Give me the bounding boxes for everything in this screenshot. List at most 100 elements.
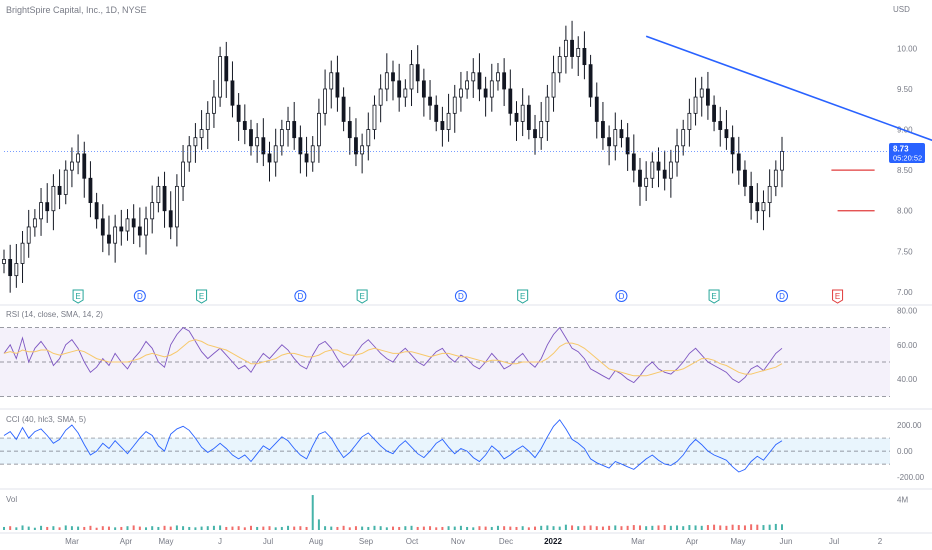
candle <box>403 88 408 98</box>
trendline <box>645 35 932 142</box>
candle <box>230 80 235 106</box>
volume-bar <box>688 525 691 530</box>
volume-bar <box>120 526 123 530</box>
volume-bar <box>509 526 512 530</box>
candle <box>174 185 179 228</box>
volume-bar <box>299 526 302 530</box>
candle <box>199 129 204 139</box>
event-marker-label: E <box>835 292 840 301</box>
volume-bar <box>589 525 592 530</box>
candle <box>675 145 679 163</box>
candle <box>304 153 309 163</box>
candle <box>193 137 198 147</box>
candle <box>323 88 327 114</box>
candle <box>520 104 525 122</box>
candle <box>162 185 167 212</box>
volume-bar <box>416 526 419 530</box>
volume-bar <box>478 526 481 530</box>
volume-bar <box>632 525 635 530</box>
x-tick-label: Jun <box>780 537 793 546</box>
candle <box>631 153 636 171</box>
volume-bar <box>571 525 574 530</box>
volume-bar <box>435 527 438 530</box>
volume-bar <box>200 526 203 530</box>
candle <box>255 137 260 147</box>
volume-bar <box>311 495 314 530</box>
volume-bar <box>212 525 215 530</box>
volume-bar <box>107 526 110 530</box>
volume-bar <box>3 526 5 530</box>
candle <box>119 226 124 232</box>
event-marker-label: D <box>297 292 303 301</box>
volume-bar <box>521 526 524 530</box>
candle <box>131 218 136 228</box>
volume-bar <box>157 526 160 530</box>
volume-bar <box>540 525 543 530</box>
volume-bar <box>459 525 462 530</box>
volume-bar <box>287 525 290 530</box>
candle <box>459 88 463 98</box>
volume-bar <box>293 526 296 530</box>
volume-bar <box>496 525 499 530</box>
x-tick-label: Mar <box>631 537 645 546</box>
candle <box>286 121 290 130</box>
candle <box>26 226 31 244</box>
volume-bar <box>52 526 55 530</box>
candle <box>773 169 778 187</box>
candle <box>329 72 334 90</box>
volume-bar <box>392 526 394 530</box>
candle <box>249 129 253 147</box>
volume-bar <box>651 525 654 530</box>
candle <box>545 96 550 122</box>
candle <box>20 242 25 264</box>
volume-bar <box>83 526 86 530</box>
cci-panel[interactable]: 200.00 0.00 -200.00 CCI (40, hlc3, SMA, 5) <box>0 408 932 482</box>
volume-bar <box>410 525 413 530</box>
last-price-label: 8.73 <box>893 145 909 154</box>
volume-bar <box>657 525 660 530</box>
candle <box>557 56 562 74</box>
candle <box>168 210 173 228</box>
volume-bar <box>608 525 611 530</box>
volume-bar <box>466 526 469 530</box>
candle <box>212 96 216 114</box>
volume-bar <box>719 525 722 530</box>
x-tick-label: Dec <box>499 537 513 546</box>
volume-bar <box>188 526 191 530</box>
volume-bar <box>762 525 765 530</box>
volume-bar <box>558 526 561 530</box>
candle <box>477 72 482 90</box>
volume-bar <box>676 525 679 530</box>
event-marker-label: E <box>520 292 525 301</box>
candle <box>644 177 649 187</box>
volume-panel[interactable]: Vol 4M <box>0 488 932 530</box>
candle <box>489 80 494 98</box>
volume-bar <box>429 526 432 530</box>
x-tick-label: Mar <box>65 537 79 546</box>
volume-bar <box>145 527 148 530</box>
candle <box>514 112 519 122</box>
volume-bar <box>126 526 129 530</box>
candle <box>372 104 377 130</box>
event-marker-label: D <box>619 292 625 301</box>
candle <box>483 88 488 98</box>
volume-bar <box>490 526 493 530</box>
x-tick-label: May <box>158 537 173 546</box>
volume-bar <box>453 526 456 530</box>
volume-bar <box>317 519 320 530</box>
event-marker-label: E <box>199 292 204 301</box>
rsi-panel[interactable]: 80.00 60.00 40.00 RSI (14, close, SMA, 14, … <box>0 304 932 397</box>
candle <box>292 121 297 139</box>
candle <box>76 153 80 163</box>
rsi-tick-label: 60.00 <box>897 341 918 350</box>
price-tick-label: 8.50 <box>897 166 913 175</box>
volume-bar <box>342 525 345 530</box>
candle <box>181 161 185 187</box>
candle <box>57 185 62 195</box>
candle <box>539 121 544 139</box>
volume-bar <box>206 526 209 530</box>
volume-bar <box>33 527 36 530</box>
candle <box>699 88 704 98</box>
volume-bar <box>101 526 104 530</box>
